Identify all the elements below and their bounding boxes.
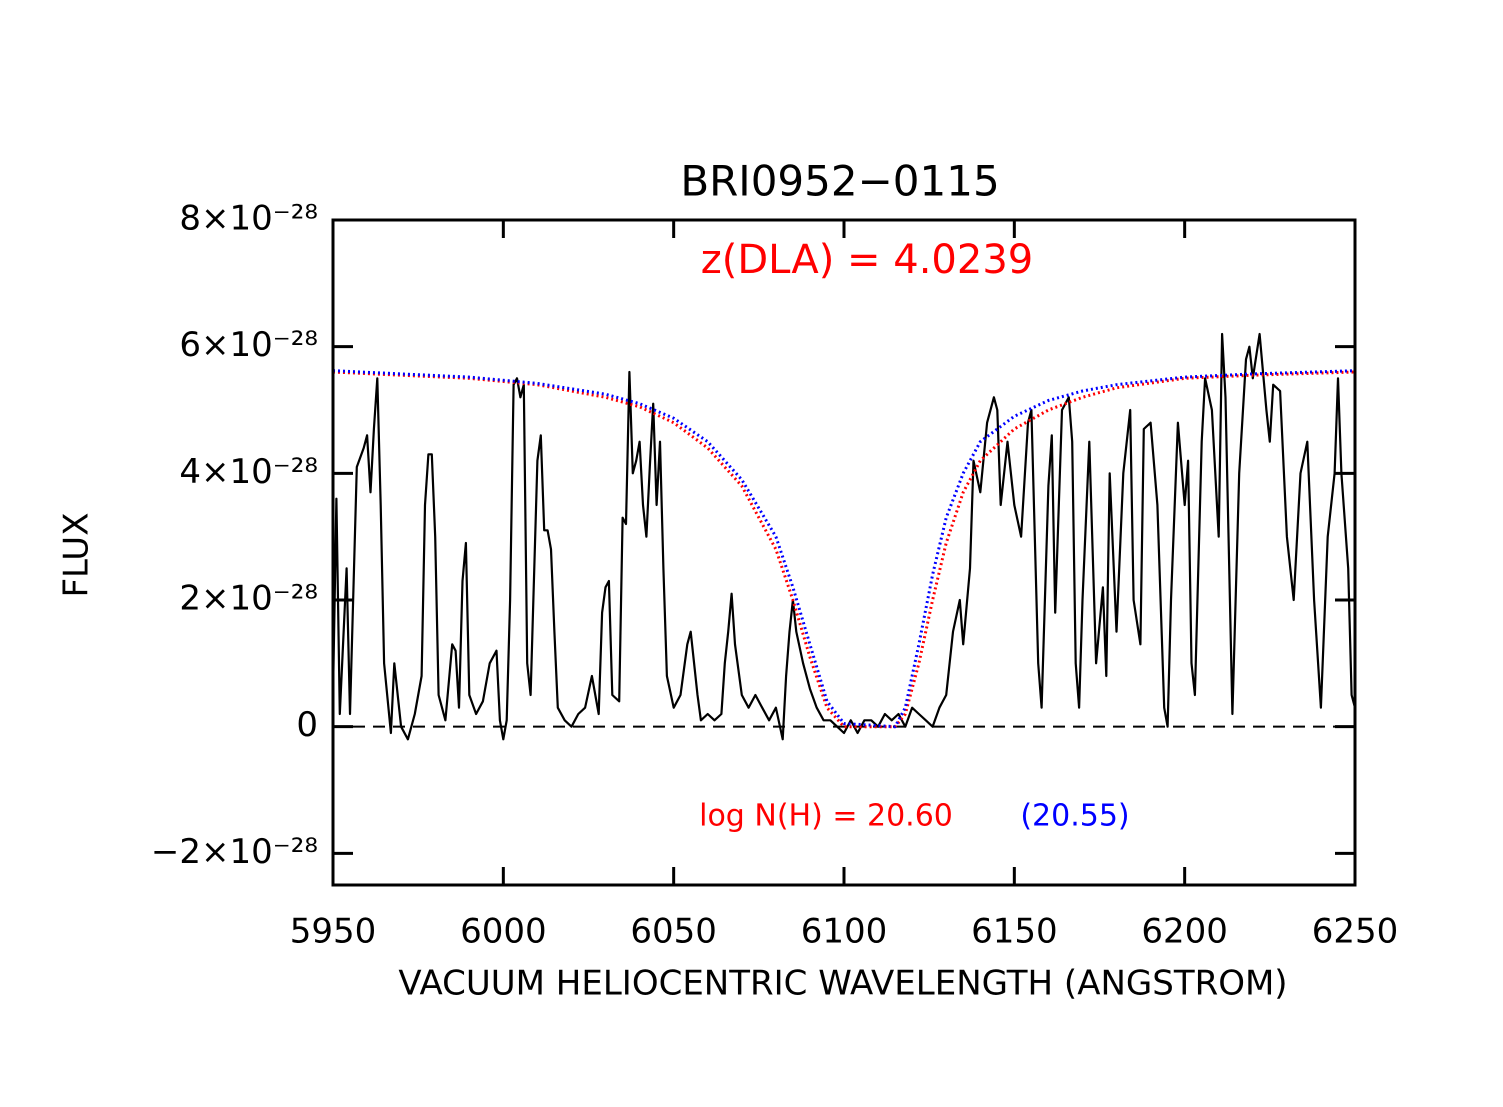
y-tick-label: 2×10⁻²⁸ — [179, 579, 318, 619]
series-line — [331, 332, 1357, 741]
annotation: (20.55) — [1020, 799, 1129, 834]
annotation: z(DLA) = 4.0239 — [701, 237, 1033, 283]
x-tick-label: 6250 — [1312, 912, 1399, 952]
x-axis-label: VACUUM HELIOCENTRIC WAVELENGTH (ANGSTROM… — [398, 964, 1287, 1004]
x-tick-label: 6150 — [971, 912, 1058, 952]
plot-frame — [331, 218, 1357, 887]
y-axis-label: FLUX — [57, 513, 97, 598]
y-tick-label: −2×10⁻²⁸ — [151, 832, 318, 872]
x-tick-label: 5950 — [290, 912, 377, 952]
annotation: log N(H) = 20.60 — [699, 799, 953, 834]
chart-title: BRI0952−0115 — [680, 157, 999, 206]
y-tick-label: 0 — [296, 705, 318, 745]
y-tick-label: 6×10⁻²⁸ — [179, 325, 318, 365]
y-tick-label: 8×10⁻²⁸ — [179, 199, 318, 239]
x-tick-label: 6050 — [630, 912, 717, 952]
x-tick-label: 6100 — [801, 912, 888, 952]
series-line — [332, 369, 1356, 729]
x-tick-label: 6200 — [1141, 912, 1228, 952]
y-tick-label: 4×10⁻²⁸ — [179, 452, 318, 492]
x-tick-label: 6000 — [460, 912, 547, 952]
